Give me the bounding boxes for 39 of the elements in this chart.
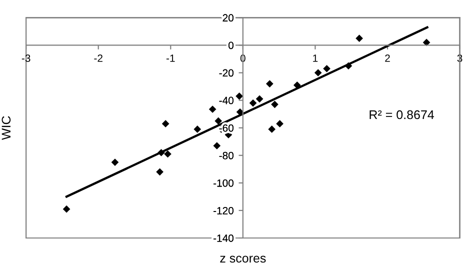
- point: [276, 120, 284, 128]
- y-tick-label: -100: [214, 179, 234, 187]
- y-tick-label: -40: [219, 96, 234, 104]
- point: [111, 158, 119, 166]
- point: [356, 34, 363, 42]
- point: [268, 126, 276, 133]
- y-axis-title: WIC: [2, 116, 11, 140]
- point: [344, 62, 352, 70]
- x-tick-label: 1: [313, 54, 318, 62]
- point: [164, 150, 172, 158]
- x-tick-label: 2: [385, 54, 390, 62]
- point: [236, 92, 243, 100]
- y-tick-label: -20: [219, 69, 234, 77]
- point: [422, 38, 430, 46]
- point: [208, 106, 216, 113]
- point: [62, 205, 70, 213]
- point: [194, 126, 202, 133]
- x-tick-label: -1: [166, 54, 175, 62]
- point: [156, 168, 164, 176]
- point: [293, 81, 301, 89]
- x-axis-title: z scores: [220, 256, 266, 263]
- y-tick-label: -80: [219, 152, 234, 160]
- point: [162, 120, 170, 128]
- y-tick-label: -140: [214, 234, 234, 242]
- point: [314, 69, 322, 76]
- y-tick-label: -120: [214, 206, 234, 214]
- x-tick-label: -2: [94, 54, 102, 62]
- point: [214, 117, 222, 125]
- point: [266, 80, 274, 88]
- y-tick-label: 20: [222, 14, 234, 22]
- point: [158, 148, 165, 156]
- y-tick-label: 0: [228, 42, 234, 50]
- x-tick-label: -3: [22, 54, 30, 62]
- annotation: R² = 0.8674: [370, 110, 434, 120]
- point: [213, 142, 221, 150]
- point: [323, 64, 330, 72]
- point: [256, 95, 264, 103]
- point: [249, 99, 257, 107]
- point: [271, 100, 278, 108]
